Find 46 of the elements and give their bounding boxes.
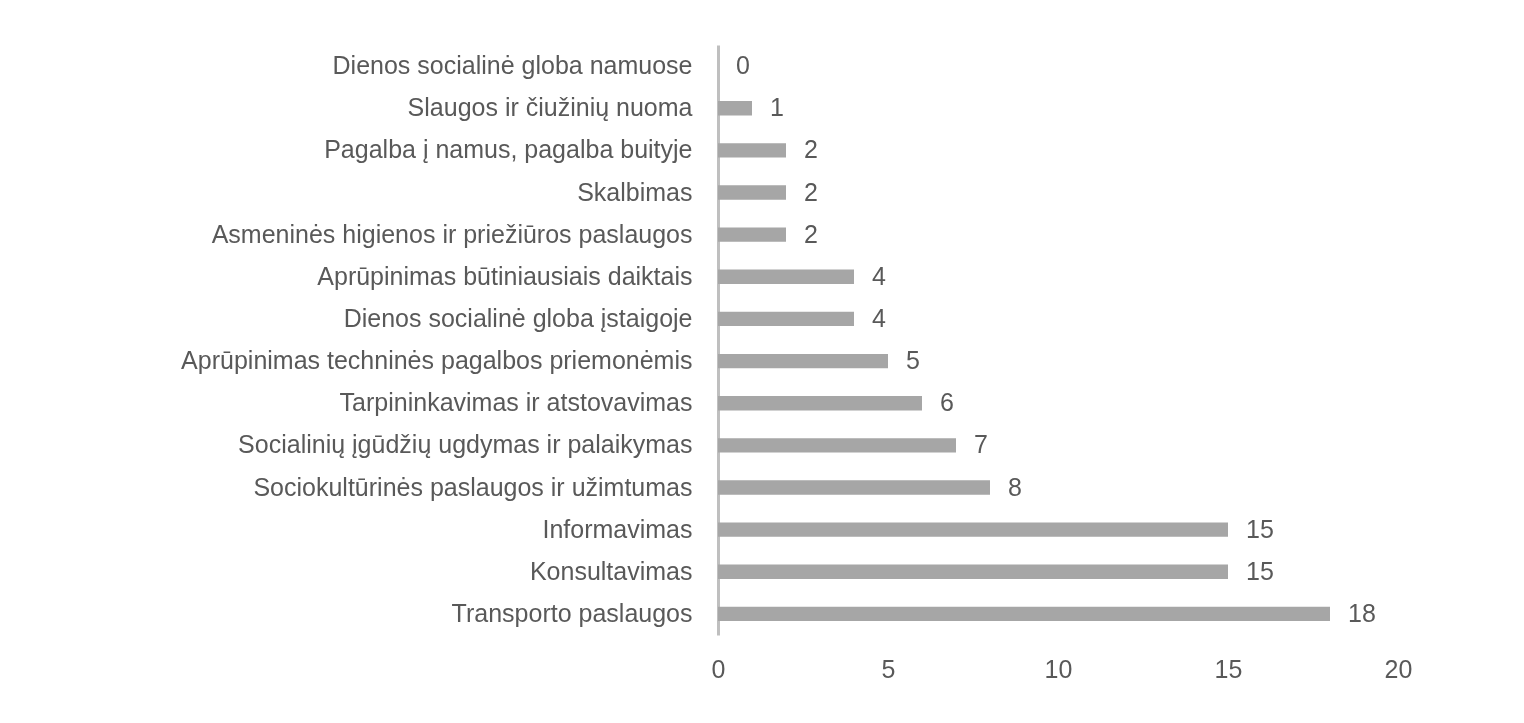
y-tick-label: Sociokultūrinės paslaugos ir užimtumas bbox=[253, 472, 693, 501]
x-tick-label: 15 bbox=[1214, 654, 1243, 683]
bar bbox=[718, 480, 990, 495]
x-tick-label: 10 bbox=[1044, 654, 1073, 683]
y-tick-label: Socialinių įgūdžių ugdymas ir palaikymas bbox=[238, 430, 693, 459]
y-tick-label: Dienos socialinė globa namuose bbox=[332, 51, 693, 80]
data-label: 2 bbox=[804, 219, 818, 248]
data-label: 15 bbox=[1246, 556, 1274, 585]
data-label: 7 bbox=[974, 430, 988, 459]
y-tick-label: Skalbimas bbox=[577, 177, 693, 206]
data-label: 2 bbox=[804, 177, 818, 206]
data-label: 6 bbox=[940, 388, 954, 417]
bar bbox=[718, 101, 752, 116]
bar bbox=[718, 522, 1228, 537]
data-label: 15 bbox=[1246, 514, 1274, 543]
y-tick-label: Dienos socialinė globa įstaigoje bbox=[343, 303, 693, 332]
x-tick-label: 5 bbox=[881, 654, 896, 683]
data-label: 18 bbox=[1348, 598, 1376, 627]
data-label: 2 bbox=[804, 135, 818, 164]
x-tick-label: 0 bbox=[711, 654, 726, 683]
bar bbox=[718, 564, 1228, 579]
bar bbox=[718, 311, 854, 327]
y-tick-label: Informavimas bbox=[542, 514, 693, 543]
bar bbox=[718, 269, 854, 284]
y-tick-label: Konsultavimas bbox=[529, 556, 693, 585]
y-tick-label: Pagalba į namus, pagalba buityje bbox=[324, 135, 693, 164]
x-tick-label: 20 bbox=[1384, 654, 1413, 683]
data-label: 0 bbox=[736, 51, 750, 80]
data-label: 4 bbox=[872, 303, 886, 332]
y-tick-label: Aprūpinimas būtiniausiais daiktais bbox=[317, 261, 693, 290]
y-tick-label: Transporto paslaugos bbox=[451, 598, 693, 627]
y-tick-label: Tarpininkavimas ir atstovavimas bbox=[339, 388, 693, 417]
data-label: 1 bbox=[770, 93, 784, 122]
bar bbox=[718, 227, 786, 242]
bar bbox=[718, 396, 922, 411]
bar bbox=[718, 185, 786, 200]
y-tick-label: Asmeninės higienos ir priežiūros paslaugos bbox=[211, 219, 693, 248]
data-label: 5 bbox=[906, 346, 920, 375]
y-tick-label: Aprūpinimas techninės pagalbos priemonėmis bbox=[181, 346, 693, 375]
bar bbox=[718, 438, 956, 453]
data-label: 4 bbox=[872, 261, 886, 290]
y-tick-label: Slaugos ir čiužinių nuoma bbox=[407, 93, 693, 122]
bar bbox=[718, 606, 1330, 622]
data-label: 8 bbox=[1008, 472, 1022, 501]
bar bbox=[718, 353, 888, 369]
bar bbox=[718, 143, 786, 158]
